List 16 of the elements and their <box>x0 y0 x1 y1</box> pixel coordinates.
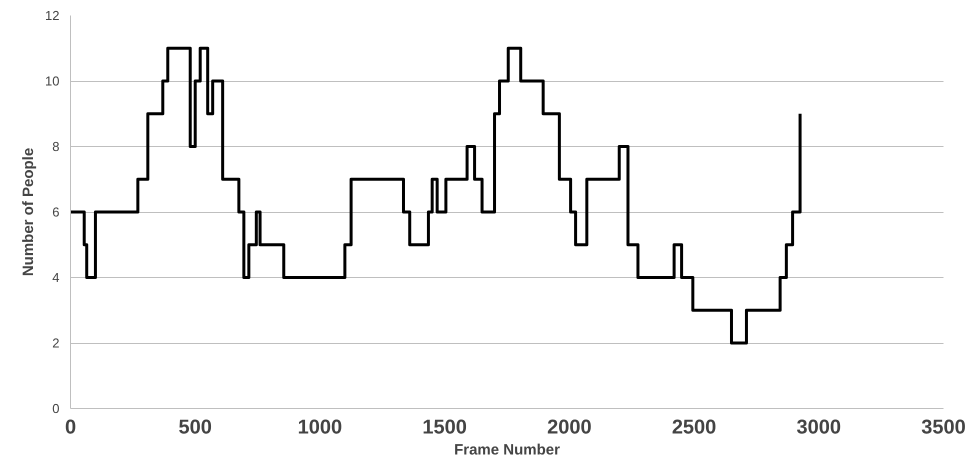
y-tick-label: 2 <box>52 336 60 350</box>
x-tick-label: 2500 <box>672 416 716 438</box>
y-tick-label: 4 <box>52 270 60 285</box>
x-tick-label: 2000 <box>547 416 592 438</box>
x-axis-title: Frame Number <box>454 442 560 458</box>
y-tick-label: 8 <box>52 139 60 154</box>
x-tick-label: 1500 <box>422 416 467 438</box>
y-tick-label: 12 <box>45 8 60 23</box>
x-tick-label: 1000 <box>298 416 342 438</box>
x-tick-label: 3000 <box>796 416 842 438</box>
x-tick-label: 500 <box>178 416 212 438</box>
y-tick-label: 6 <box>52 204 60 220</box>
y-axis-title: Number of People <box>20 148 38 276</box>
x-tick-label: 3500 <box>921 416 966 438</box>
y-tick-label: 10 <box>45 74 60 88</box>
y-tick-label: 0 <box>52 401 60 416</box>
